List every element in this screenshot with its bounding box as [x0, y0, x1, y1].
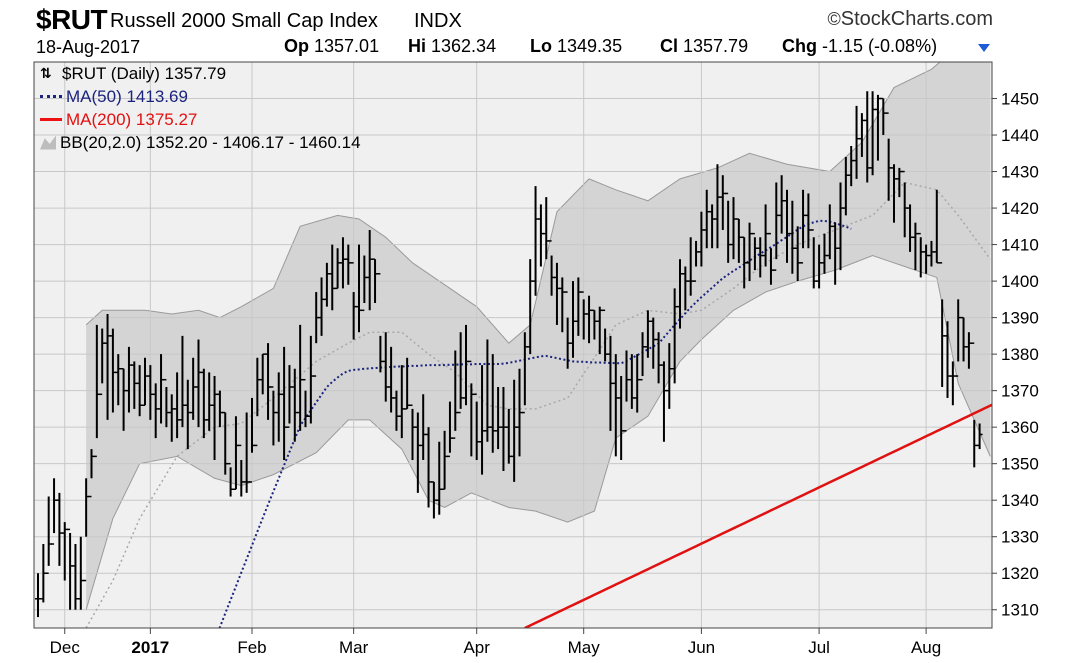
bollinger-band-fill: [86, 62, 991, 610]
y-tick-label: 1440: [1001, 126, 1039, 145]
y-tick-label: 1400: [1001, 272, 1039, 291]
x-tick-label: Dec: [50, 638, 81, 657]
brand-logo: ©StockCharts.com: [827, 8, 993, 31]
change-quote: Chg -1.15 (-0.08%): [782, 36, 937, 57]
gridlines: [34, 62, 992, 628]
x-tick-label: Feb: [237, 638, 266, 657]
bollinger-middle: [85, 181, 991, 628]
legend-ma50-label: MA(50) 1413.69: [66, 87, 188, 106]
y-tick-label: 1420: [1001, 199, 1039, 218]
y-axis: 1310 1320 1330 1340 1350 1360 1370 1380 1390 1400…: [992, 90, 1039, 620]
y-tick-label: 1330: [1001, 528, 1039, 547]
brand-name: StockCharts.com: [840, 8, 993, 30]
symbol-title: $RUT: [36, 4, 108, 35]
x-tick-label: Mar: [339, 638, 369, 657]
legend-ma200: MA(200) 1375.27: [40, 108, 361, 131]
legend-bb: BB(20,2.0) 1352.20 - 1406.17 - 1460.14: [40, 131, 361, 154]
y-tick-label: 1410: [1001, 236, 1039, 255]
index-name: Russell 2000 Small Cap Index: [110, 10, 378, 32]
legend-price-label: $RUT (Daily) 1357.79: [62, 64, 227, 83]
ma200-line: [524, 403, 992, 628]
high-label: Hi: [408, 36, 426, 56]
low-value: 1349.35: [557, 36, 623, 56]
y-tick-label: 1340: [1001, 491, 1039, 510]
ma50-line: [218, 219, 852, 628]
close-label: Cl: [660, 36, 678, 56]
y-tick-label: 1320: [1001, 564, 1039, 583]
bollinger-middle-line: [85, 181, 991, 628]
y-tick-label: 1370: [1001, 382, 1039, 401]
change-value: -1.15 (-0.08%): [822, 36, 938, 56]
x-tick-label: Apr: [463, 638, 490, 657]
x-tick-label: 2017: [131, 638, 169, 657]
ohlc-bars: [35, 91, 983, 618]
y-tick-label: 1380: [1001, 345, 1039, 364]
ohlc-bar-icon: ⇅: [40, 65, 52, 81]
ma50-swatch: [40, 95, 62, 98]
copyright-icon: ©: [827, 9, 841, 29]
high-value: 1362.34: [431, 36, 497, 56]
change-label: Chg: [782, 36, 817, 56]
exchange-label: INDX: [414, 10, 462, 32]
legend-price: ⇅ $RUT (Daily) 1357.79: [40, 62, 361, 85]
x-tick-label: Jun: [688, 638, 715, 657]
legend-ma200-label: MA(200) 1375.27: [66, 110, 198, 129]
open-quote: Op 1357.01: [284, 36, 379, 57]
legend-ma50: MA(50) 1413.69: [40, 85, 361, 108]
open-value: 1357.01: [314, 36, 380, 56]
low-label: Lo: [530, 36, 552, 56]
chart-legend: ⇅ $RUT (Daily) 1357.79 MA(50) 1413.69 MA(…: [40, 62, 361, 154]
x-tick-label: Aug: [911, 638, 941, 657]
ohlc-bar: [976, 423, 983, 450]
low-quote: Lo 1349.35: [530, 36, 622, 57]
y-tick-label: 1310: [1001, 601, 1039, 620]
down-arrow-icon: [978, 44, 990, 52]
ma200-swatch: [40, 118, 62, 121]
y-tick-label: 1360: [1001, 418, 1039, 437]
chart-header: $RUT Russell 2000 Small Cap Index INDX ©…: [0, 0, 1083, 60]
x-tick-label: May: [568, 638, 601, 657]
y-tick-label: 1350: [1001, 455, 1039, 474]
open-label: Op: [284, 36, 309, 56]
band-swatch: [40, 135, 56, 150]
close-value: 1357.79: [683, 36, 749, 56]
close-quote: Cl 1357.79: [660, 36, 748, 57]
ma50-path: [218, 219, 852, 628]
x-tick-label: Jul: [808, 638, 830, 657]
y-tick-label: 1390: [1001, 309, 1039, 328]
ma200-path: [524, 403, 992, 628]
x-axis: Dec 2017 Feb Mar Apr May Jun Jul Aug: [50, 628, 941, 657]
y-tick-label: 1450: [1001, 90, 1039, 109]
y-tick-label: 1430: [1001, 163, 1039, 182]
legend-bb-label: BB(20,2.0) 1352.20 - 1406.17 - 1460.14: [60, 133, 361, 152]
quote-date: 18-Aug-2017: [36, 37, 141, 57]
high-quote: Hi 1362.34: [408, 36, 496, 57]
